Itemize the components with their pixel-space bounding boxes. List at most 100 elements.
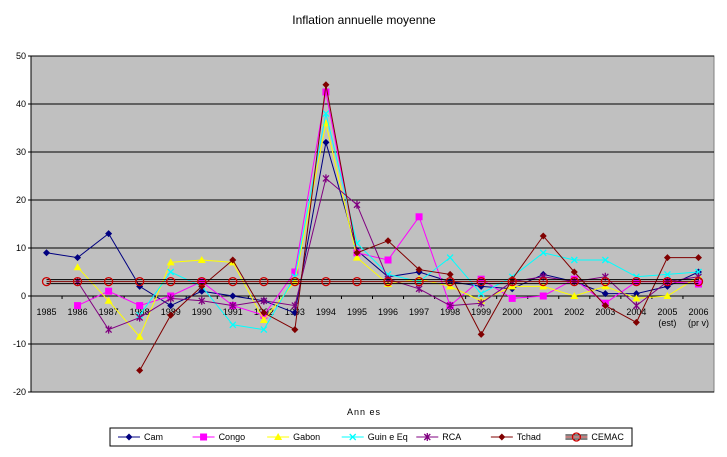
- data-point: [260, 296, 268, 305]
- legend-item: Guin e Eq: [341, 432, 408, 442]
- data-point: [259, 316, 268, 323]
- legend-label: CEMAC: [591, 432, 624, 442]
- data-point: [105, 287, 113, 295]
- y-tick-label: 50: [16, 51, 26, 61]
- data-point: [477, 290, 485, 298]
- data-point: [570, 256, 578, 264]
- x-axis-title: Ann es: [347, 407, 381, 417]
- data-point: [507, 276, 517, 287]
- data-point: [74, 254, 82, 262]
- x-tick-label: 1991: [223, 307, 243, 317]
- data-point: [423, 433, 431, 441]
- data-point: [632, 318, 640, 326]
- data-point: [446, 301, 454, 310]
- x-tick-label: 1986: [68, 307, 88, 317]
- data-point: [166, 276, 176, 287]
- data-point: [445, 276, 455, 287]
- data-point: [74, 302, 82, 310]
- data-point: [72, 276, 83, 287]
- x-tick-label: 1995: [347, 307, 367, 317]
- legend-box: [109, 427, 633, 447]
- data-point: [229, 301, 237, 310]
- data-point: [352, 276, 362, 287]
- data-point: [352, 253, 361, 261]
- data-point: [322, 138, 330, 146]
- data-point: [198, 287, 206, 295]
- data-point: [663, 270, 671, 278]
- data-point: [136, 302, 144, 310]
- data-point: [414, 276, 424, 287]
- data-point: [291, 268, 299, 276]
- data-point: [632, 290, 640, 298]
- legend-label: Cam: [144, 432, 163, 442]
- data-point: [570, 268, 578, 276]
- x-tick-label: 1999: [471, 307, 491, 317]
- data-point: [693, 276, 704, 287]
- data-point: [601, 302, 609, 310]
- series-cemac: [41, 276, 704, 287]
- series-lines: [41, 81, 704, 374]
- legend-item: Congo: [192, 432, 246, 442]
- data-point: [105, 230, 113, 238]
- data-point: [631, 276, 642, 287]
- series-tchad: [136, 81, 702, 374]
- x-tick-label: 2006: [688, 307, 708, 317]
- x-tick-label: 1988: [130, 307, 150, 317]
- x-tick-sublabel: (pr v): [688, 318, 709, 328]
- legend-item: Cam: [118, 432, 163, 442]
- data-point: [290, 276, 300, 287]
- legend-item: Tchad: [490, 432, 541, 442]
- data-point: [353, 249, 361, 257]
- y-tick-label: 30: [16, 147, 26, 157]
- data-point: [167, 311, 175, 319]
- x-tick-label: 1985: [37, 307, 57, 317]
- y-tick-label: 0: [21, 291, 26, 301]
- data-point: [322, 110, 330, 118]
- y-tick-label: -20: [13, 387, 26, 397]
- data-point: [167, 294, 175, 303]
- data-point: [322, 174, 330, 183]
- data-point: [662, 276, 673, 287]
- legend-label: Congo: [219, 432, 246, 442]
- x-tick-label: 2000: [502, 307, 522, 317]
- data-point: [663, 292, 672, 299]
- data-point: [41, 276, 52, 287]
- data-point: [384, 256, 392, 264]
- legend-label: Guin e Eq: [368, 432, 408, 442]
- data-point: [477, 330, 485, 338]
- data-point: [384, 237, 392, 245]
- data-point: [260, 309, 268, 317]
- data-point: [477, 299, 485, 308]
- data-point: [632, 294, 641, 302]
- data-point: [571, 432, 582, 442]
- x-tick-label: 1987: [99, 307, 119, 317]
- data-point: [446, 270, 454, 278]
- data-point: [539, 292, 547, 300]
- data-point: [43, 249, 51, 257]
- x-tick-label: 2001: [533, 307, 553, 317]
- data-point: [229, 321, 237, 329]
- data-point: [508, 294, 516, 302]
- data-point: [663, 254, 671, 262]
- x-tick-label: 1998: [440, 307, 460, 317]
- data-point: [446, 254, 454, 262]
- data-point: [198, 296, 206, 305]
- chart-title: Inflation annuelle moyenne: [292, 13, 436, 27]
- legend-item: RCA: [416, 432, 461, 442]
- data-point: [167, 268, 175, 276]
- data-point: [322, 81, 330, 89]
- data-point: [291, 301, 299, 310]
- series-line: [46, 142, 699, 314]
- x-tick-label: 2003: [595, 307, 615, 317]
- x-tick-label: 2002: [564, 307, 584, 317]
- data-point: [415, 213, 423, 221]
- data-point: [260, 326, 268, 334]
- y-tick-label: 40: [16, 99, 26, 109]
- data-point: [322, 88, 330, 96]
- plot-area: [30, 55, 715, 393]
- data-point: [415, 266, 423, 274]
- x-tick-label: 1994: [316, 307, 336, 317]
- data-point: [383, 276, 393, 287]
- data-point: [197, 276, 207, 287]
